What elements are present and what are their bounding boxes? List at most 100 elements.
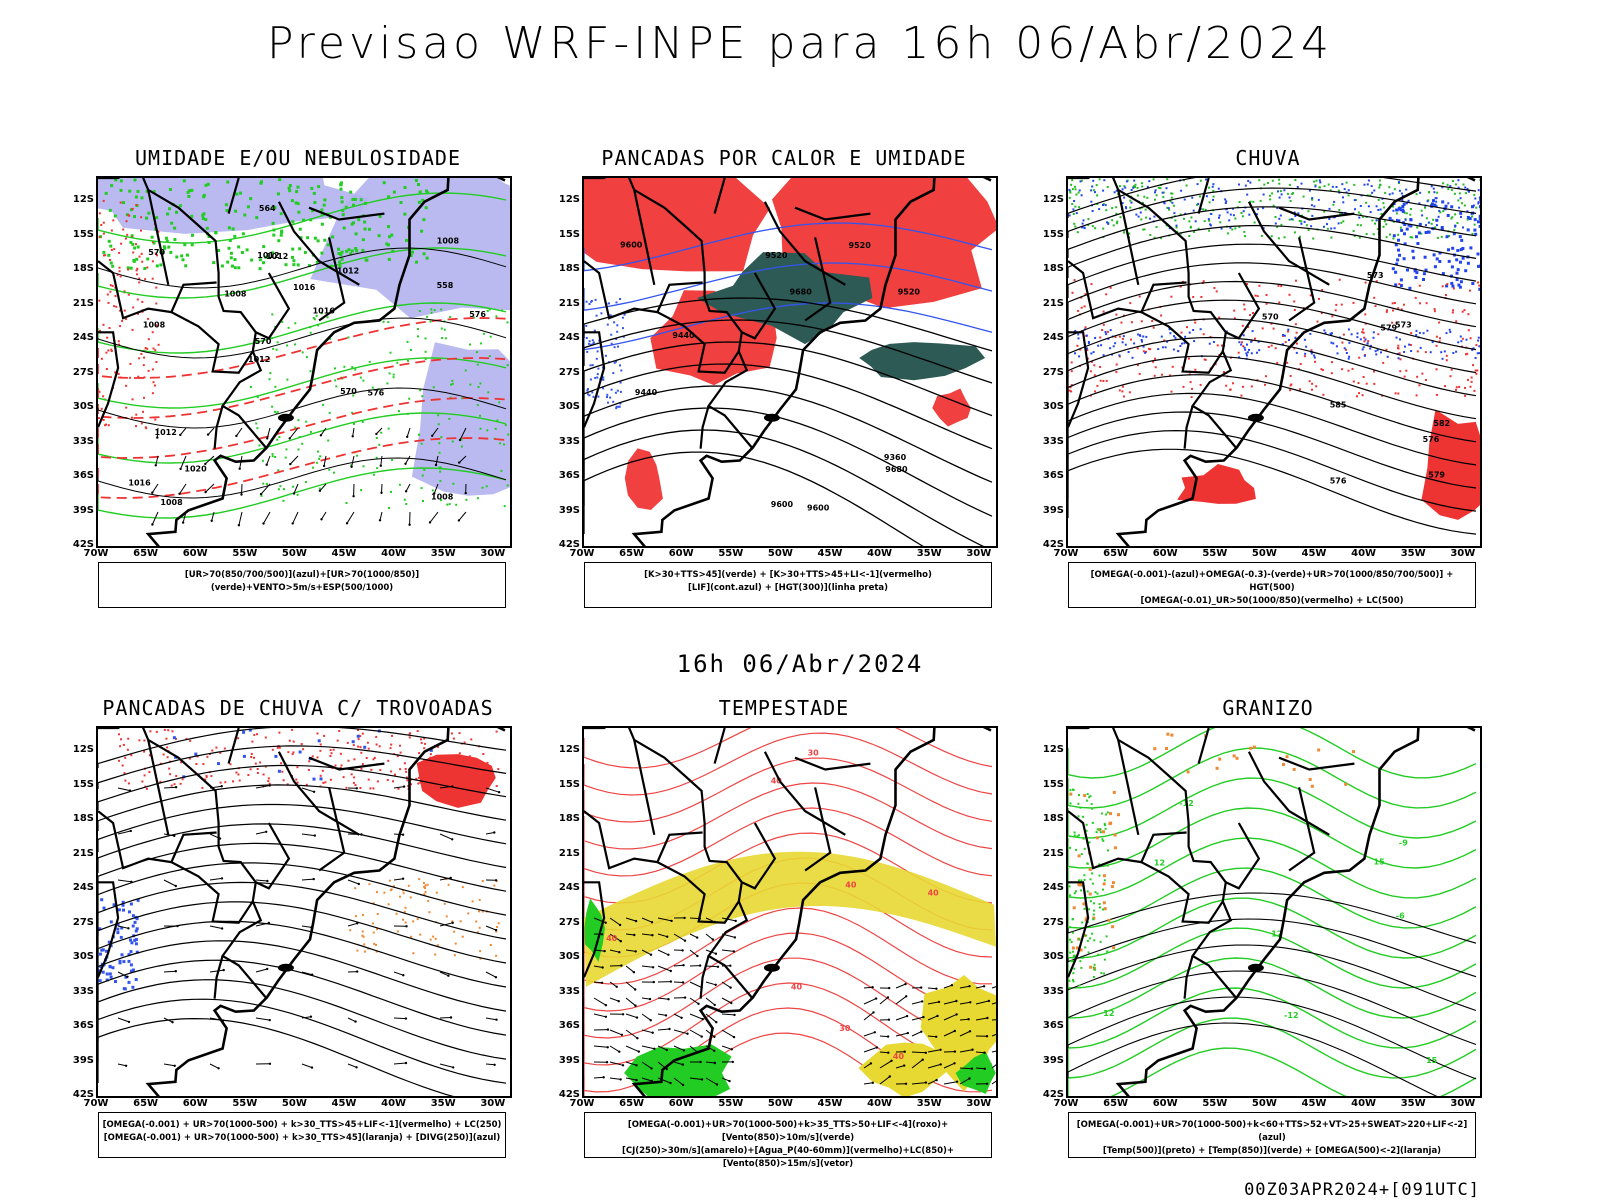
speckle bbox=[371, 922, 374, 925]
wind-vector bbox=[641, 1061, 652, 1069]
wind-vector-head bbox=[495, 1018, 498, 1021]
speckle bbox=[1107, 222, 1110, 225]
speckle bbox=[1438, 209, 1441, 212]
speckle bbox=[475, 920, 478, 923]
contour-label: 9680 bbox=[790, 288, 813, 297]
wind-vector bbox=[911, 1000, 923, 1005]
speckle bbox=[1104, 331, 1107, 333]
speckle bbox=[1092, 976, 1095, 978]
speckle bbox=[422, 252, 426, 256]
speckle bbox=[1083, 933, 1087, 937]
lat-tick-label: 12S bbox=[558, 194, 580, 205]
wind-vector bbox=[266, 427, 271, 439]
speckle bbox=[1209, 335, 1212, 338]
speckle bbox=[1330, 236, 1333, 239]
speckle bbox=[169, 250, 173, 254]
speckle bbox=[586, 350, 589, 353]
lat-tick-label: 30S bbox=[558, 951, 580, 962]
speckle bbox=[320, 208, 324, 212]
lon-tick-label: 55W bbox=[1202, 548, 1228, 559]
speckle bbox=[101, 970, 105, 974]
speckle bbox=[294, 201, 298, 205]
speckle bbox=[1091, 821, 1094, 824]
speckle bbox=[1145, 350, 1147, 353]
speckle bbox=[1118, 335, 1121, 338]
speckle bbox=[1442, 210, 1445, 213]
speckle bbox=[1073, 834, 1076, 837]
speckle bbox=[376, 467, 379, 470]
speckle bbox=[151, 331, 154, 334]
wind-vector bbox=[673, 981, 684, 983]
wind-vector-head bbox=[698, 964, 702, 967]
speckle bbox=[1140, 339, 1143, 341]
wind-vector bbox=[351, 455, 355, 467]
speckle bbox=[1347, 189, 1350, 192]
speckle bbox=[108, 208, 112, 212]
speckle bbox=[212, 261, 216, 265]
speckle bbox=[351, 197, 355, 201]
legend-line: [CJ(250)>30m/s](amarelo)+[Agua_P(40-60mm… bbox=[621, 1146, 955, 1169]
speckle bbox=[1446, 183, 1449, 186]
wind-vector bbox=[485, 1063, 495, 1066]
speckle bbox=[1094, 227, 1097, 230]
speckle bbox=[1074, 205, 1077, 208]
lon-tick-label: 35W bbox=[916, 548, 942, 559]
speckle bbox=[1380, 213, 1383, 215]
wind-vector bbox=[163, 1063, 175, 1067]
lat-tick-label: 12S bbox=[72, 194, 94, 205]
speckle bbox=[297, 448, 300, 451]
contour-label: 1016 bbox=[128, 478, 151, 487]
speckle bbox=[615, 338, 618, 340]
wind-vector bbox=[609, 949, 620, 953]
speckle bbox=[1377, 333, 1380, 336]
speckle bbox=[1079, 960, 1082, 963]
speckle bbox=[1444, 204, 1448, 208]
speckle bbox=[1234, 227, 1237, 230]
speckle bbox=[1069, 789, 1072, 792]
speckle bbox=[1423, 255, 1427, 259]
contour-line bbox=[98, 247, 507, 299]
speckle bbox=[448, 417, 451, 420]
wind-vector-head bbox=[266, 879, 269, 883]
speckle bbox=[1430, 222, 1433, 225]
speckle bbox=[1161, 191, 1164, 194]
speckle bbox=[1449, 375, 1452, 378]
speckle bbox=[1410, 332, 1413, 335]
speckle bbox=[1412, 256, 1416, 260]
speckle bbox=[109, 284, 112, 287]
speckle bbox=[1238, 183, 1240, 186]
speckle bbox=[1181, 342, 1183, 345]
wind-vector-head bbox=[969, 1001, 972, 1004]
speckle bbox=[119, 325, 122, 328]
speckle bbox=[441, 337, 444, 339]
speckle bbox=[402, 892, 405, 895]
speckle bbox=[1476, 369, 1479, 372]
speckle bbox=[617, 405, 620, 408]
speckle bbox=[1467, 329, 1470, 332]
contour-line bbox=[1068, 777, 1477, 839]
contour-line bbox=[1068, 944, 1477, 1012]
country-border bbox=[277, 751, 360, 836]
country-border bbox=[227, 728, 240, 764]
speckle bbox=[100, 224, 103, 226]
speckle bbox=[364, 950, 366, 953]
contour-line bbox=[98, 959, 507, 1036]
speckle bbox=[1332, 203, 1335, 206]
wind-vector-head bbox=[217, 1067, 220, 1070]
speckle bbox=[1088, 892, 1092, 896]
wind-vector-head bbox=[869, 1062, 873, 1065]
speckle bbox=[302, 218, 306, 222]
speckle bbox=[392, 373, 395, 376]
wind-vector bbox=[863, 1031, 875, 1037]
speckle bbox=[496, 926, 499, 928]
speckle bbox=[1107, 918, 1111, 922]
speckle bbox=[1175, 226, 1178, 229]
wind-vector-head bbox=[649, 1019, 652, 1022]
speckle bbox=[391, 459, 394, 461]
wind-vector-head bbox=[267, 921, 271, 925]
speckle bbox=[138, 277, 141, 280]
speckle bbox=[1365, 201, 1368, 204]
speckle bbox=[278, 436, 281, 439]
speckle bbox=[1363, 183, 1366, 186]
speckle bbox=[387, 243, 390, 247]
